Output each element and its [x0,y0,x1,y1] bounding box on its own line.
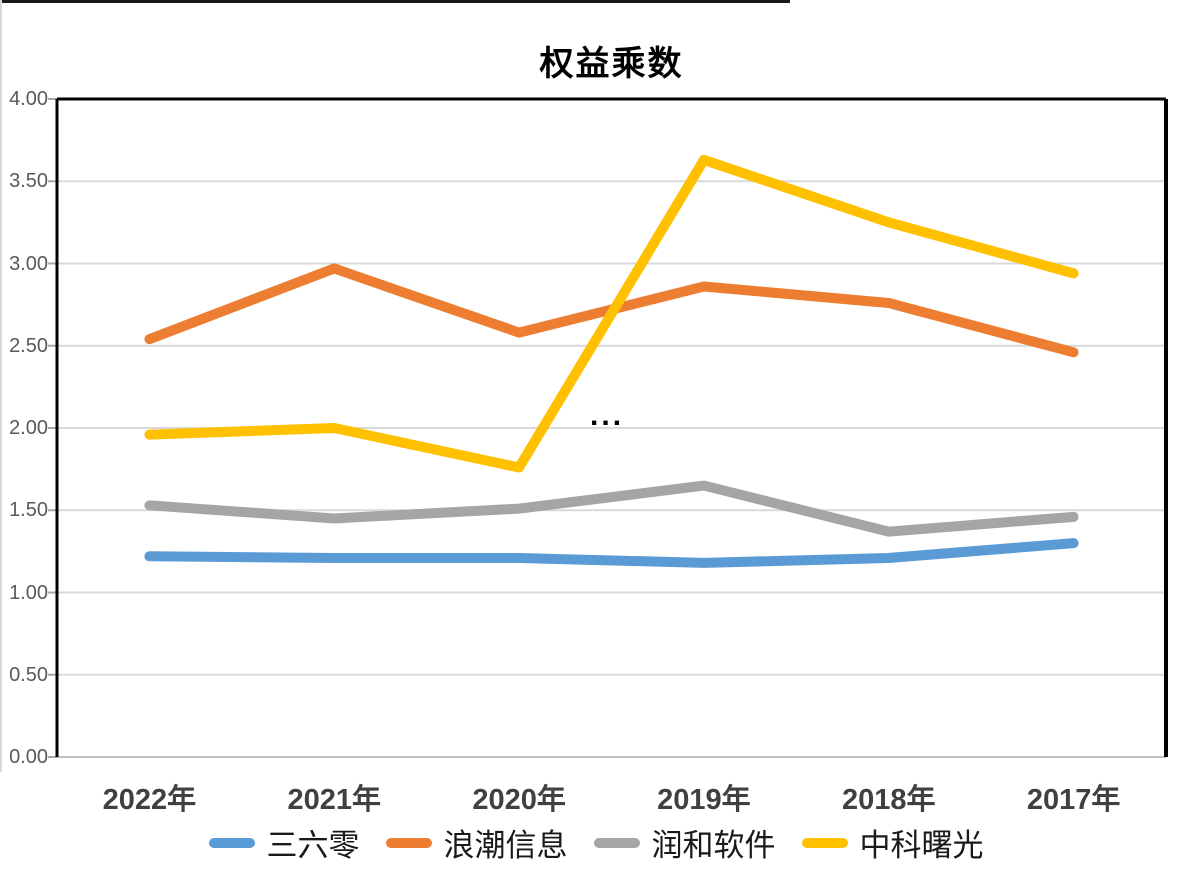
x-axis-category-label: 2017年 [1026,784,1121,816]
x-axis-category-label: 2021年 [287,784,382,816]
y-axis-tick-label: 3.00 [9,252,48,275]
y-axis-tick-label: 0.50 [9,663,48,686]
series-line-中科曙光 [144,154,1079,473]
y-axis-tick-label: 0.00 [9,746,48,768]
x-axis-category-label: 2020年 [472,784,566,816]
legend-swatch [801,837,848,848]
left-border-line [0,0,2,772]
legend-label: 浪潮信息 [443,828,568,863]
y-axis-tick-label: 1.00 [9,581,48,604]
legend-item-中科曙光: 中科曙光 [801,820,984,865]
legend-swatch [385,837,432,848]
ellipsis-annotation: ... [590,399,625,433]
y-axis-tick-label: 2.50 [9,334,48,357]
chart-legend: 三六零 浪潮信息 润和软件 中科曙光 [0,820,1192,865]
legend-label: 中科曙光 [859,828,984,863]
series-line-三六零 [144,538,1079,568]
y-axis-tick-label: 3.50 [9,170,48,193]
y-axis-tick-label: 2.00 [9,417,48,439]
top-border-line [0,0,790,3]
legend-label: 三六零 [266,828,360,863]
x-axis-category-label: 2022年 [102,784,197,816]
series-line-润和软件 [144,480,1079,537]
legend-item-润和软件: 润和软件 [593,820,776,865]
legend-item-三六零: 三六零 [208,820,360,865]
legend-swatch [208,837,255,848]
y-axis-tick-label: 1.50 [9,499,48,522]
legend-item-浪潮信息: 浪潮信息 [385,820,568,865]
y-axis-tick-label: 4.00 [9,88,48,110]
legend-label: 润和软件 [651,828,776,863]
x-axis-category-label: 2018年 [841,784,936,816]
x-axis-category-label: 2019年 [657,784,751,816]
legend-swatch [593,837,640,848]
chart-title: 权益乘数 [539,46,684,83]
